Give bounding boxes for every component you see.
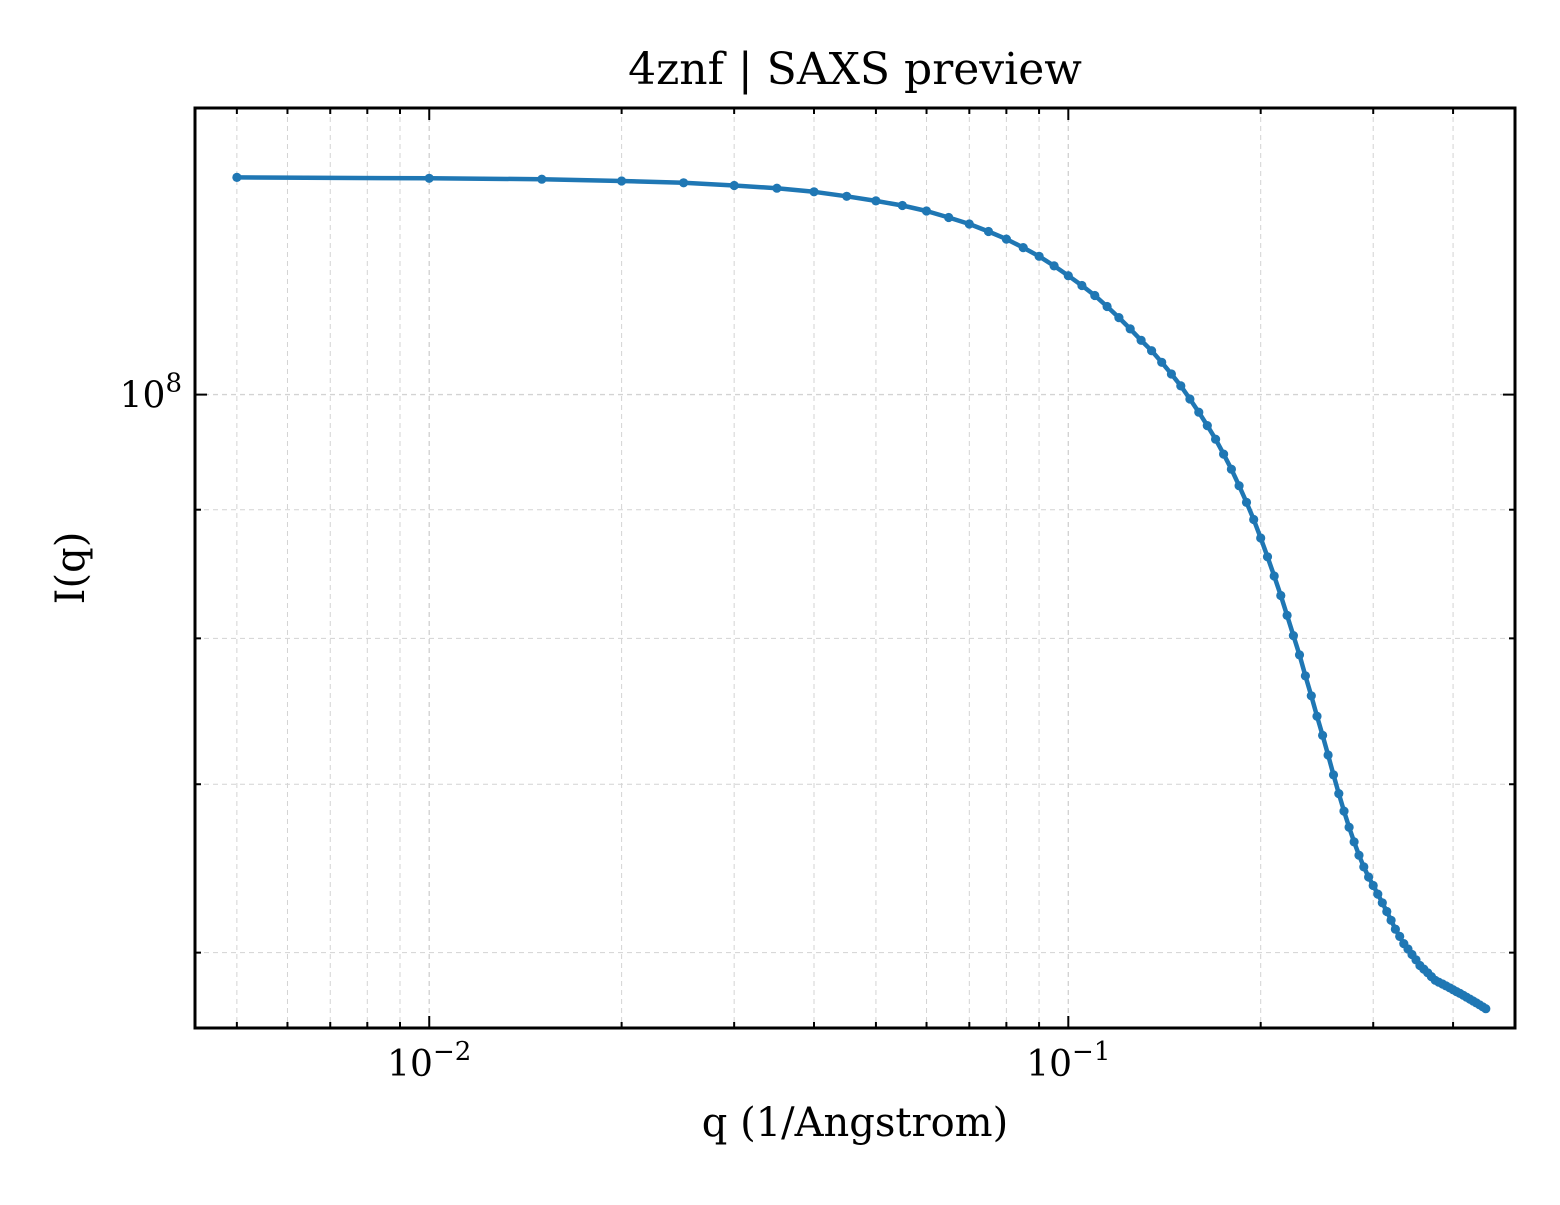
data-point [1001,234,1012,244]
data-point [842,191,852,201]
data-point [1328,770,1339,780]
data-point [1395,931,1405,942]
data-point [1125,324,1135,334]
data-point [1377,898,1387,908]
data-point [1276,590,1286,601]
data-point [772,183,782,193]
data-point [1262,552,1273,562]
x-tick-label: 10−2 [387,1037,471,1085]
data-point [1102,301,1112,312]
data-point [1269,571,1279,581]
data-point [1136,335,1146,345]
tick-labels: 10−2 10−1 108 [120,369,1111,1085]
data-point [1166,369,1176,379]
data-point [1481,1004,1491,1014]
data-point [1300,671,1310,681]
data-point [1334,789,1344,799]
data-point [1234,481,1244,491]
data-point [1256,533,1266,543]
x-tick-label: 10−1 [1026,1037,1110,1085]
data-point [1226,464,1236,474]
data-point [1077,280,1087,291]
data-point [537,174,547,184]
chart-title: 4znf | SAXS preview [628,44,1082,95]
data-point [1185,394,1195,404]
data-point [1114,313,1124,323]
data-point [964,219,974,229]
data-point [1368,880,1378,891]
data-point [809,187,819,197]
y-axis-label: I(q) [48,532,94,605]
data-point [1323,750,1333,760]
data-point [1390,924,1400,934]
data-point [1034,251,1044,261]
data-point [617,176,627,186]
data-point [1202,421,1212,431]
data-point [424,173,434,183]
data-point [1194,407,1204,417]
data-point [1147,346,1157,356]
data-point [1282,610,1292,621]
data-point [983,226,994,237]
data-point [679,178,689,188]
data-point [1382,906,1392,917]
data-point [897,200,908,211]
data-point [1344,822,1354,832]
data-point [871,196,881,206]
data-point [1373,889,1383,899]
data-point [1306,691,1316,701]
data-point [1049,261,1059,271]
data-point [1359,862,1369,872]
data-point [729,180,739,191]
data-point [1018,243,1028,253]
data-point [1349,837,1359,847]
data-point [1249,514,1259,525]
data-point [1354,850,1364,860]
series-layer [232,172,1491,1014]
x-axis-label: q (1/Angstrom) [702,1100,1008,1146]
data-point [1157,357,1167,367]
data-point [1339,806,1349,816]
data-point [1090,290,1100,301]
data-point [1063,271,1073,281]
data-point [1294,650,1305,660]
data-point [1241,497,1252,507]
grid [195,108,1516,1028]
data-point [232,172,242,182]
data-point [944,212,954,223]
data-point [1364,872,1374,882]
data-point [1176,381,1186,391]
data-point [1312,711,1322,721]
data-point [921,206,932,216]
data-point [1211,434,1221,444]
plot-frame [193,106,1517,1030]
y-tick-label: 108 [120,369,182,417]
data-point [1386,915,1396,925]
data-point [1219,449,1229,459]
data-point [1288,631,1298,641]
data-point [1318,730,1328,741]
